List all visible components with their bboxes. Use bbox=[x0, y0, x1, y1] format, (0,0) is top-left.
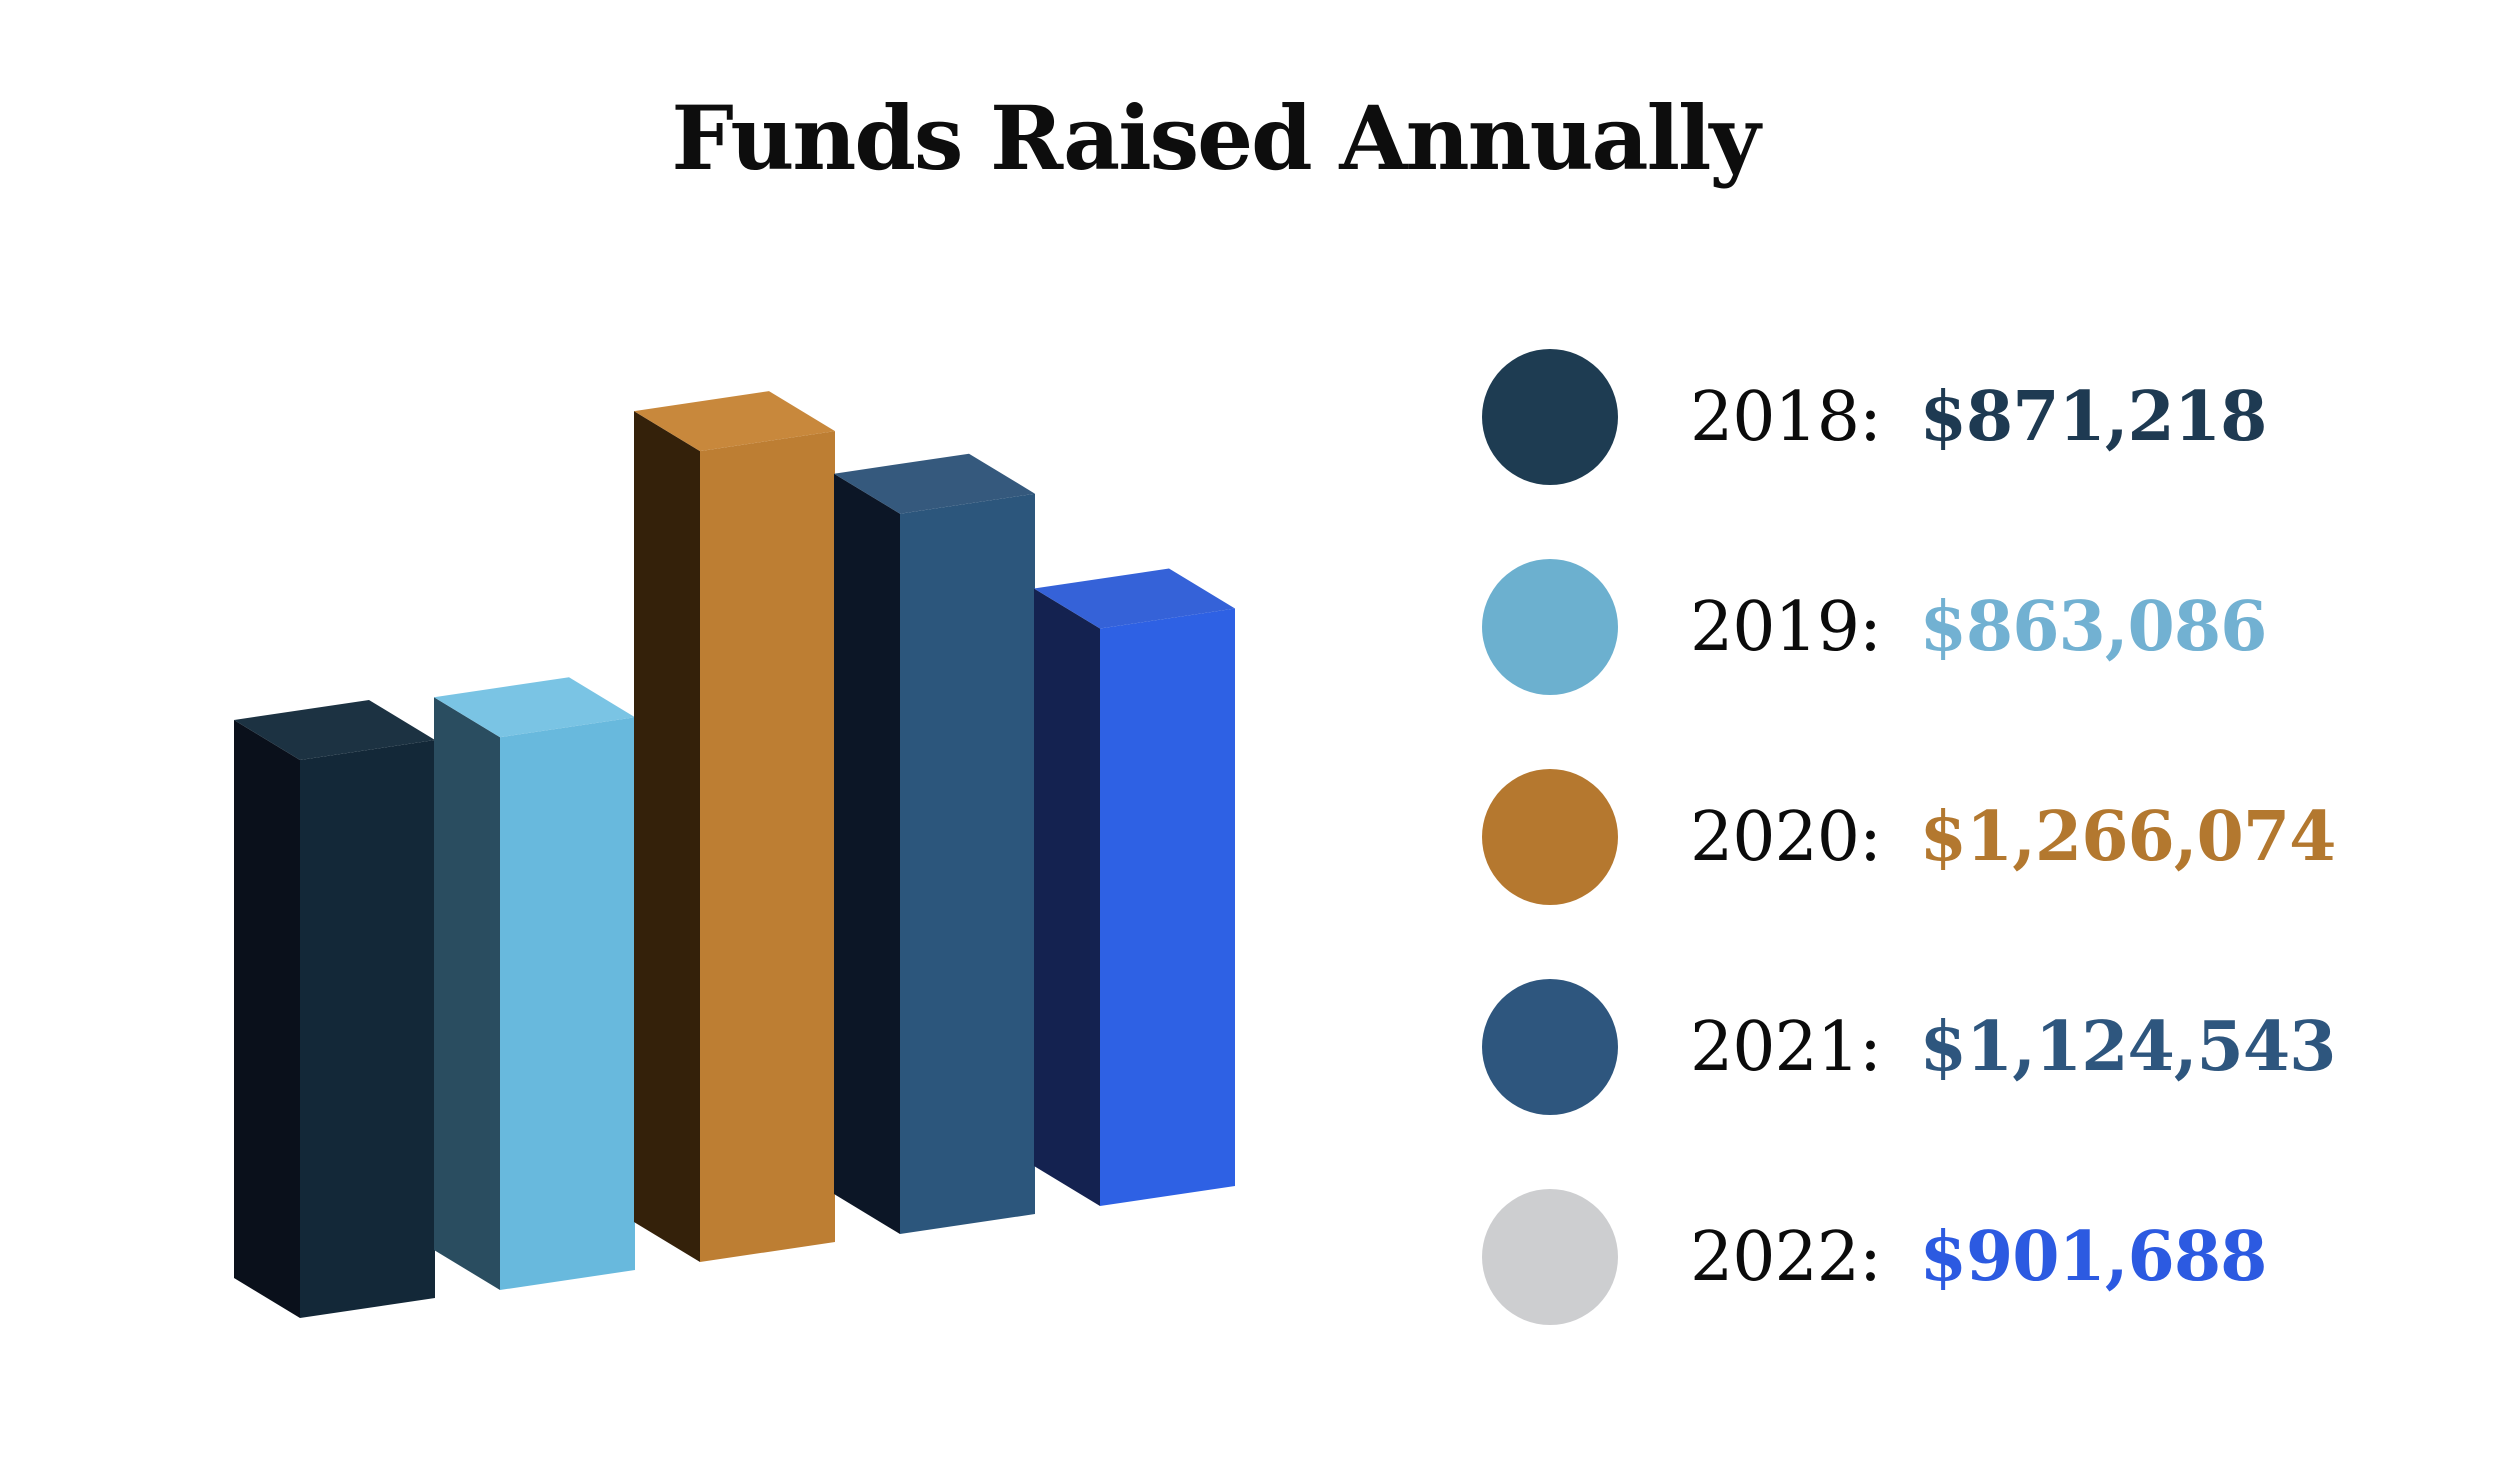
bar-face-top bbox=[634, 391, 835, 452]
bar-face-front bbox=[700, 431, 835, 1263]
bar-face-side bbox=[634, 411, 700, 1263]
bar-face-front bbox=[500, 717, 635, 1290]
bar-face-top bbox=[834, 453, 1035, 514]
bar-2021 bbox=[834, 453, 1035, 1234]
chart-title: Funds Raised Annually bbox=[671, 86, 1760, 190]
bar-2020 bbox=[634, 391, 835, 1263]
bar-2022 bbox=[1034, 568, 1235, 1206]
bar-face-top bbox=[234, 700, 435, 760]
bar-face-top bbox=[434, 677, 635, 738]
bar-face-front bbox=[300, 740, 435, 1318]
bar-2018 bbox=[234, 700, 435, 1318]
bar-2019 bbox=[434, 677, 635, 1290]
bar-face-side bbox=[834, 473, 900, 1234]
bar-face-side bbox=[434, 697, 500, 1290]
bar-face-side bbox=[1034, 588, 1100, 1206]
bar-face-side bbox=[234, 720, 300, 1318]
bar-face-front bbox=[1100, 608, 1235, 1206]
bar-face-front bbox=[900, 493, 1035, 1234]
bar-face-top bbox=[1034, 568, 1235, 629]
